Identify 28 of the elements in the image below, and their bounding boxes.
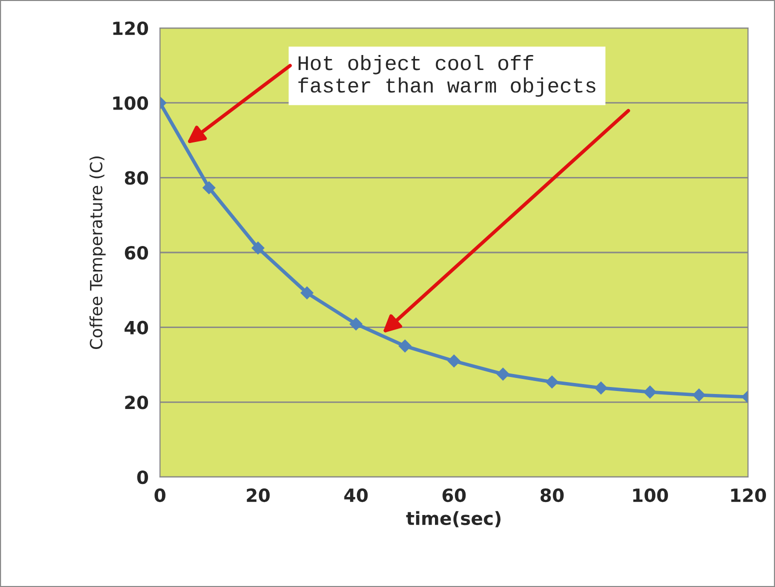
x-tick-label: 0 [154, 488, 166, 502]
point [398, 340, 412, 352]
y-axis-title: Coffee Temperature (C) [90, 156, 106, 350]
x-tick-label: 80 [540, 488, 564, 502]
x-axis-title: time(sec) [406, 511, 500, 528]
y-tick-label: 120 [113, 21, 148, 36]
y-tick-label: 0 [137, 470, 148, 484]
x-tick-label: 20 [246, 488, 270, 502]
point [252, 242, 264, 254]
x-tick-label: 120 [731, 488, 766, 502]
y-tick-label: 60 [124, 246, 148, 260]
point [594, 382, 608, 394]
point [350, 318, 362, 330]
y-tick-label: 80 [124, 171, 148, 185]
point [692, 388, 706, 402]
point [300, 286, 314, 300]
annotation: Hot object cool off faster than warm objects [298, 54, 596, 97]
point [496, 368, 510, 381]
y-tick-label: 20 [125, 396, 148, 410]
x-tick-label: 60 [442, 488, 466, 502]
x-tick-label: 40 [344, 488, 368, 502]
y-tick-label: 40 [124, 320, 148, 334]
x-tick-label: 100 [633, 488, 668, 502]
y-tick-label: 100 [113, 96, 148, 110]
point [546, 376, 558, 388]
point [644, 386, 656, 398]
point [202, 181, 216, 194]
point [448, 354, 460, 368]
